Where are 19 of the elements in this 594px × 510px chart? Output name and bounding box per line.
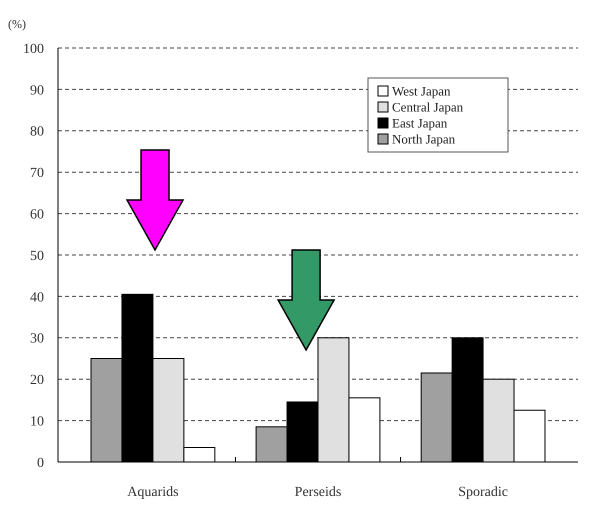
y-tick-label: 50: [30, 248, 44, 264]
y-tick-label: 20: [30, 373, 44, 388]
y-tick-label: 10: [30, 414, 44, 430]
y-tick-label: 0: [37, 456, 44, 471]
legend-label: East Japan: [392, 116, 448, 131]
x-tick-label: Perseids: [294, 485, 342, 500]
y-axis-title: (%): [8, 17, 26, 31]
y-tick-label: 80: [30, 124, 44, 140]
y-tick-label: 30: [30, 332, 44, 347]
legend-label: North Japan: [392, 132, 456, 147]
y-tick-label: 60: [30, 208, 44, 222]
legend-label: West Japan: [392, 84, 452, 99]
y-tick-label: 70: [30, 166, 44, 182]
y-tick-label: 90: [30, 83, 44, 98]
x-tick-label: Aquarids: [127, 485, 179, 500]
legend-label: Central Japan: [392, 100, 464, 115]
y-tick-label: 100: [23, 42, 44, 57]
x-tick-label: Sporadic: [458, 485, 508, 500]
y-tick-label: 40: [30, 290, 44, 306]
